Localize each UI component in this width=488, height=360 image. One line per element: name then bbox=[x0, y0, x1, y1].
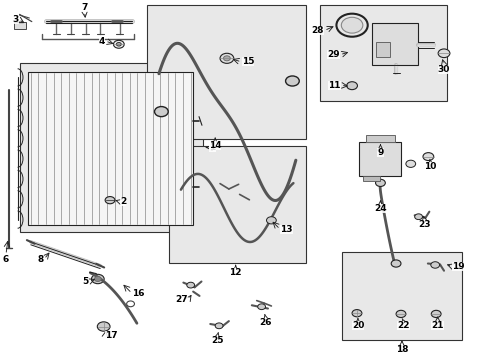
Circle shape bbox=[346, 82, 357, 90]
Bar bbox=[342, 252, 461, 340]
Circle shape bbox=[215, 323, 223, 329]
Circle shape bbox=[154, 107, 168, 117]
Text: 30: 30 bbox=[437, 65, 449, 74]
Text: 20: 20 bbox=[351, 321, 364, 330]
Text: 7: 7 bbox=[81, 3, 88, 12]
Bar bbox=[168, 146, 305, 263]
Text: 3: 3 bbox=[12, 15, 19, 24]
Circle shape bbox=[414, 214, 422, 220]
Circle shape bbox=[186, 282, 194, 288]
Circle shape bbox=[97, 322, 110, 331]
Text: 27: 27 bbox=[175, 295, 188, 304]
Circle shape bbox=[390, 260, 400, 267]
Text: 6: 6 bbox=[3, 255, 9, 264]
Circle shape bbox=[94, 276, 101, 282]
Bar bbox=[365, 135, 394, 142]
Text: 26: 26 bbox=[259, 318, 271, 327]
Text: 18: 18 bbox=[395, 345, 407, 354]
Circle shape bbox=[91, 274, 104, 284]
Bar bbox=[359, 142, 400, 176]
Text: 16: 16 bbox=[132, 289, 144, 298]
Text: 10: 10 bbox=[423, 162, 436, 171]
Text: 9: 9 bbox=[376, 148, 383, 157]
Circle shape bbox=[395, 310, 405, 318]
Circle shape bbox=[405, 160, 415, 167]
Circle shape bbox=[375, 179, 385, 186]
Circle shape bbox=[341, 17, 362, 33]
Bar bbox=[146, 5, 305, 139]
Text: 12: 12 bbox=[229, 268, 242, 277]
Text: 15: 15 bbox=[241, 57, 254, 66]
Text: 2: 2 bbox=[120, 197, 126, 206]
Circle shape bbox=[430, 310, 440, 318]
Circle shape bbox=[113, 40, 124, 48]
Circle shape bbox=[257, 304, 265, 310]
Text: 13: 13 bbox=[280, 225, 292, 234]
Circle shape bbox=[220, 53, 233, 63]
Circle shape bbox=[105, 197, 115, 204]
Text: 22: 22 bbox=[396, 321, 409, 330]
Circle shape bbox=[223, 56, 230, 61]
Bar bbox=[28, 72, 193, 225]
Text: 5: 5 bbox=[82, 277, 89, 286]
Text: 4: 4 bbox=[99, 37, 105, 46]
Text: 21: 21 bbox=[430, 321, 443, 330]
Bar bbox=[20, 63, 203, 232]
Circle shape bbox=[430, 262, 439, 268]
Text: 11: 11 bbox=[327, 81, 340, 90]
Text: 28: 28 bbox=[311, 26, 324, 35]
Circle shape bbox=[285, 76, 299, 86]
Text: 1: 1 bbox=[209, 143, 215, 152]
Bar bbox=[320, 5, 447, 101]
Text: 23: 23 bbox=[417, 220, 430, 229]
Text: 29: 29 bbox=[326, 50, 339, 59]
Bar bbox=[14, 22, 26, 29]
Circle shape bbox=[422, 153, 433, 161]
Text: 17: 17 bbox=[105, 331, 118, 340]
Circle shape bbox=[266, 217, 276, 224]
Circle shape bbox=[437, 49, 449, 58]
Circle shape bbox=[116, 42, 121, 46]
Text: 19: 19 bbox=[451, 262, 464, 271]
Bar bbox=[375, 42, 389, 57]
Text: 14: 14 bbox=[208, 141, 221, 150]
Bar bbox=[371, 23, 417, 65]
Circle shape bbox=[351, 310, 361, 317]
Text: 24: 24 bbox=[373, 204, 386, 213]
Text: 8: 8 bbox=[38, 255, 44, 264]
Text: 25: 25 bbox=[211, 336, 224, 345]
Bar bbox=[362, 176, 379, 181]
